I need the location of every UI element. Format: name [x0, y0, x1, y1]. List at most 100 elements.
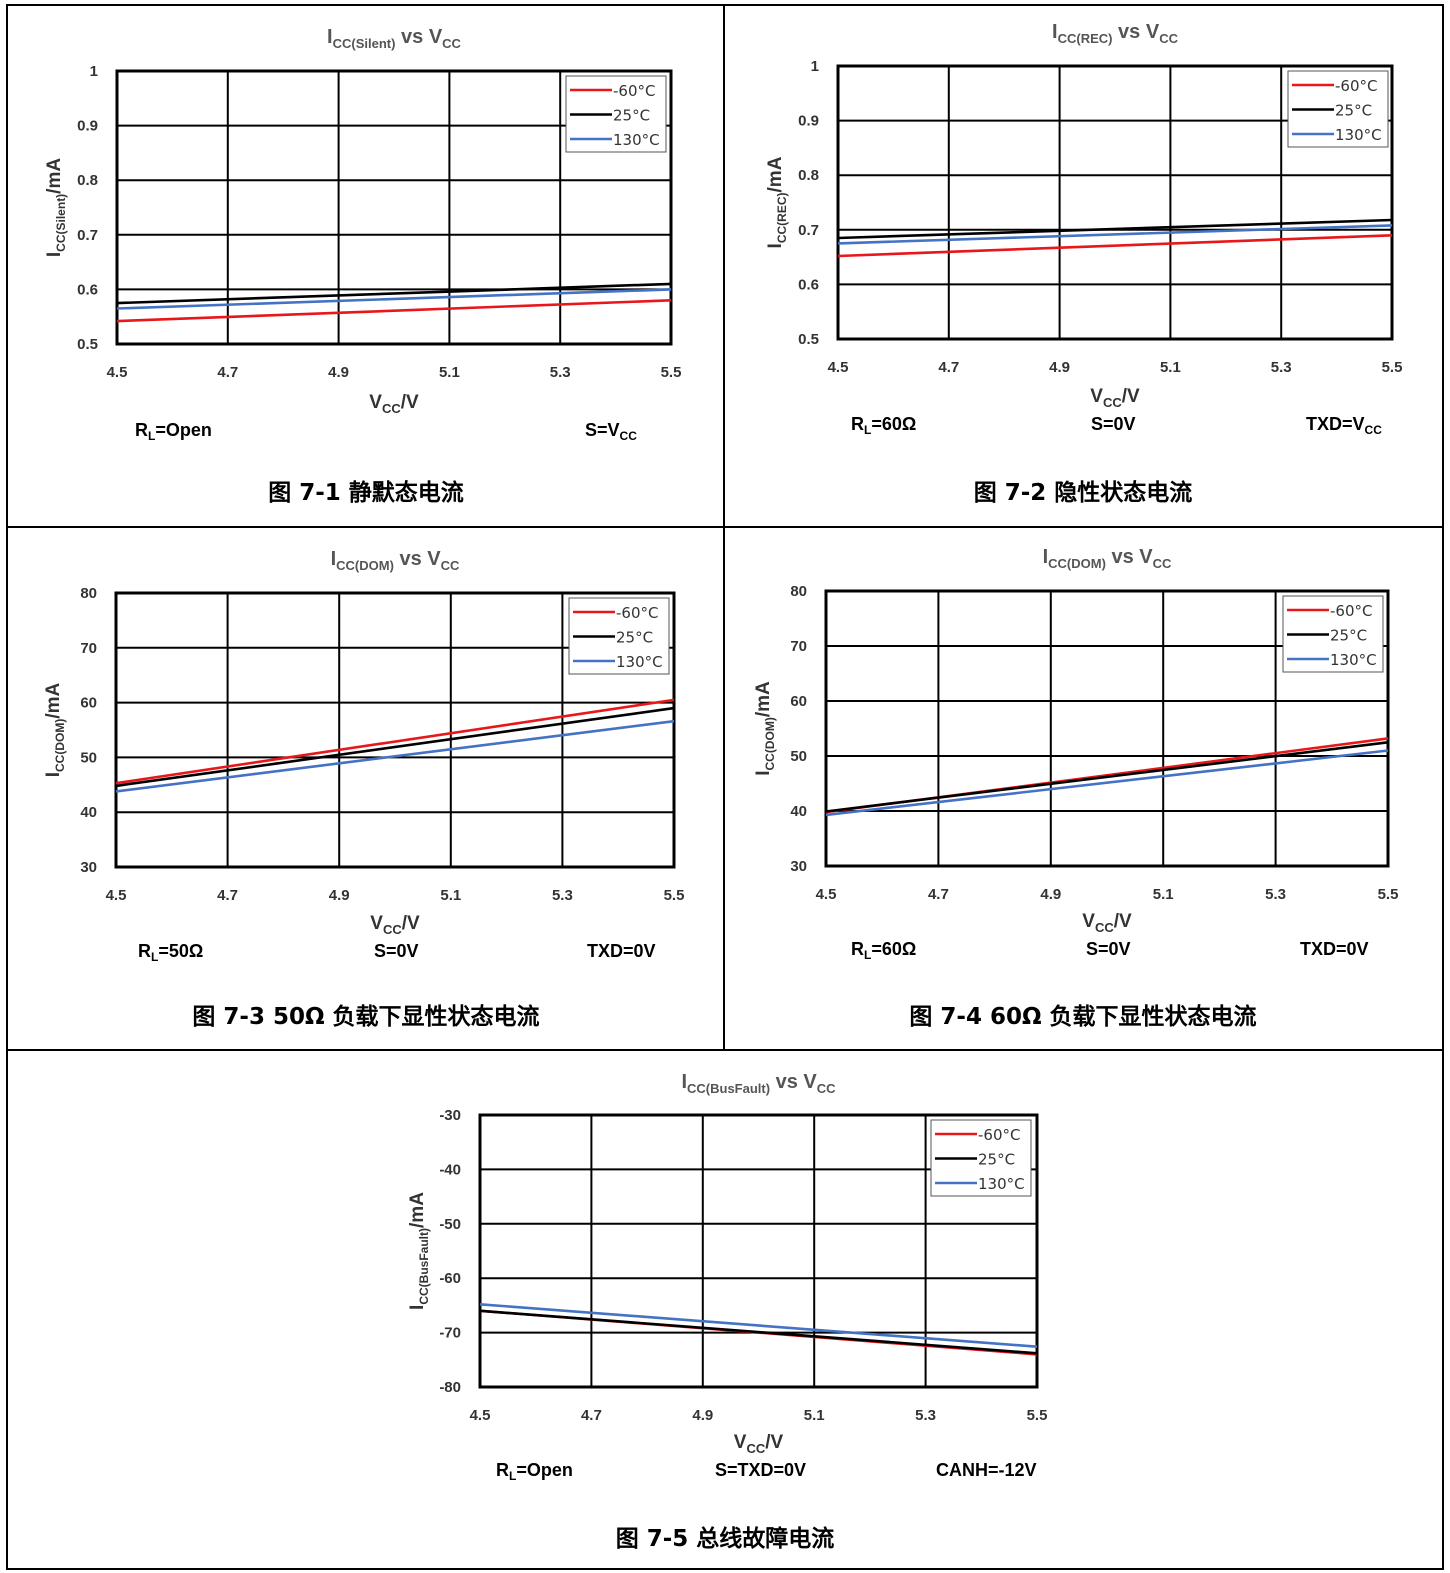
condition-note: S=0V [1091, 414, 1136, 434]
x-tick-label: 4.9 [328, 364, 349, 381]
x-axis-label: VCC/V [734, 1432, 784, 1456]
condition-note: RL=Open [135, 420, 212, 443]
y-tick-label: -40 [439, 1161, 461, 1178]
legend-label: 130°C [616, 653, 663, 671]
legend-label: 130°C [1330, 651, 1377, 669]
x-axis-label: VCC/V [1082, 911, 1132, 935]
condition-note: S=0V [374, 941, 419, 961]
x-tick-label: 5.5 [1382, 359, 1403, 376]
y-axis-label: ICC(BusFault)/mA [407, 1192, 431, 1310]
y-tick-label: 0.6 [77, 281, 98, 298]
x-tick-label: 4.9 [1040, 886, 1061, 903]
plot-area [824, 589, 1390, 868]
figure-caption: 图 7-5 总线故障电流 [616, 1525, 835, 1552]
x-tick-label: 4.7 [928, 886, 949, 903]
chart-4: 4.5 4.7 4.9 5.1 5.3 5.5 30 40 50 60 70 80 ICC(DOM) v… [753, 546, 1398, 1030]
condition-note: RL=60Ω [851, 939, 916, 962]
series-line-1 [479, 1309, 1038, 1355]
y-tick-label: -50 [439, 1216, 461, 1233]
series-line-2 [837, 224, 1393, 245]
x-axis-label: VCC/V [370, 913, 420, 937]
condition-note: S=TXD=0V [715, 1460, 806, 1480]
condition-note: S=VCC [585, 420, 637, 443]
legend-label: 130°C [613, 131, 660, 149]
x-tick-label: 4.5 [816, 886, 837, 903]
legend-label: 25°C [1335, 102, 1372, 120]
condition-note: TXD=0V [1300, 939, 1369, 959]
x-tick-label: 4.9 [329, 887, 350, 904]
y-tick-label: 0.7 [77, 227, 98, 244]
x-tick-label: 4.5 [828, 359, 849, 376]
y-axis-label: ICC(Silent)/mA [44, 158, 68, 257]
x-tick-label: 4.7 [938, 359, 959, 376]
chart-title: ICC(DOM) vs VCC [331, 548, 460, 573]
condition-note: TXD=0V [587, 941, 656, 961]
plot-area [114, 591, 676, 869]
x-tick-label: 5.1 [1160, 359, 1181, 376]
x-tick-label: 5.3 [552, 887, 573, 904]
divider-horizontal-2 [6, 1049, 1444, 1051]
series-line-0 [837, 234, 1393, 258]
series-line-1 [825, 741, 1389, 813]
series-line-0 [115, 698, 675, 785]
legend-label: -60°C [1330, 602, 1372, 620]
chart-1: 4.5 4.7 4.9 5.1 5.3 5.5 0.5 0.6 0.7 0.8 0.9 1 ICC(Si… [44, 26, 681, 506]
x-tick-label: 5.1 [439, 364, 460, 381]
series-line-1 [115, 706, 675, 788]
legend-label: -60°C [1335, 77, 1377, 95]
figure-caption: 图 7-1 静默态电流 [268, 479, 464, 506]
x-tick-label: 4.9 [692, 1407, 713, 1424]
x-tick-label: 4.5 [107, 364, 128, 381]
y-tick-label: -30 [439, 1107, 461, 1124]
y-tick-label: 0.8 [798, 167, 819, 184]
legend-label: 25°C [616, 629, 653, 647]
series-line-1 [837, 218, 1393, 240]
y-tick-label: -70 [439, 1325, 461, 1342]
figure-caption: 图 7-2 隐性状态电流 [974, 479, 1193, 506]
y-tick-label: 30 [80, 859, 97, 876]
legend-label: 130°C [1335, 126, 1382, 144]
y-tick-label: 0.9 [77, 118, 98, 135]
x-tick-label: 5.1 [804, 1407, 825, 1424]
y-tick-label: 30 [790, 858, 807, 875]
y-axis-label: ICC(REC)/mA [765, 156, 789, 248]
series-line-2 [116, 288, 672, 310]
series-line-2 [115, 719, 675, 793]
y-tick-label: 60 [790, 693, 807, 710]
x-tick-label: 4.7 [217, 364, 238, 381]
condition-note: RL=60Ω [851, 414, 916, 437]
y-tick-label: -60 [439, 1270, 461, 1287]
x-tick-label: 5.1 [1153, 886, 1174, 903]
x-tick-label: 5.5 [1378, 886, 1399, 903]
x-tick-label: 4.5 [106, 887, 127, 904]
figure-caption: 图 7-3 50Ω 负载下显性状态电流 [192, 1003, 539, 1030]
legend-label: -60°C [616, 604, 658, 622]
figure-frame [6, 4, 1444, 1570]
x-tick-label: 4.7 [217, 887, 238, 904]
x-axis-label: VCC/V [369, 392, 419, 416]
x-tick-label: 5.5 [664, 887, 685, 904]
y-tick-label: 0.5 [77, 336, 98, 353]
y-tick-label: 80 [790, 583, 807, 600]
y-tick-label: 80 [80, 585, 97, 602]
x-tick-label: 5.1 [440, 887, 461, 904]
x-tick-label: 5.3 [1271, 359, 1292, 376]
x-tick-label: 5.5 [1027, 1407, 1048, 1424]
y-tick-label: -80 [439, 1379, 461, 1396]
plot-area [478, 1113, 1039, 1389]
series-line-0 [116, 299, 672, 323]
x-tick-label: 5.3 [550, 364, 571, 381]
y-tick-label: 0.9 [798, 113, 819, 130]
y-tick-label: 50 [80, 749, 97, 766]
condition-note: TXD=VCC [1306, 414, 1382, 437]
x-tick-label: 5.3 [915, 1407, 936, 1424]
y-tick-label: 60 [80, 695, 97, 712]
y-tick-label: 40 [80, 804, 97, 821]
x-tick-label: 5.3 [1265, 886, 1286, 903]
x-tick-label: 4.5 [470, 1407, 491, 1424]
legend-label: 25°C [978, 1151, 1015, 1169]
condition-note: RL=50Ω [138, 941, 203, 964]
x-tick-label: 4.7 [581, 1407, 602, 1424]
legend-label: 130°C [978, 1175, 1025, 1193]
